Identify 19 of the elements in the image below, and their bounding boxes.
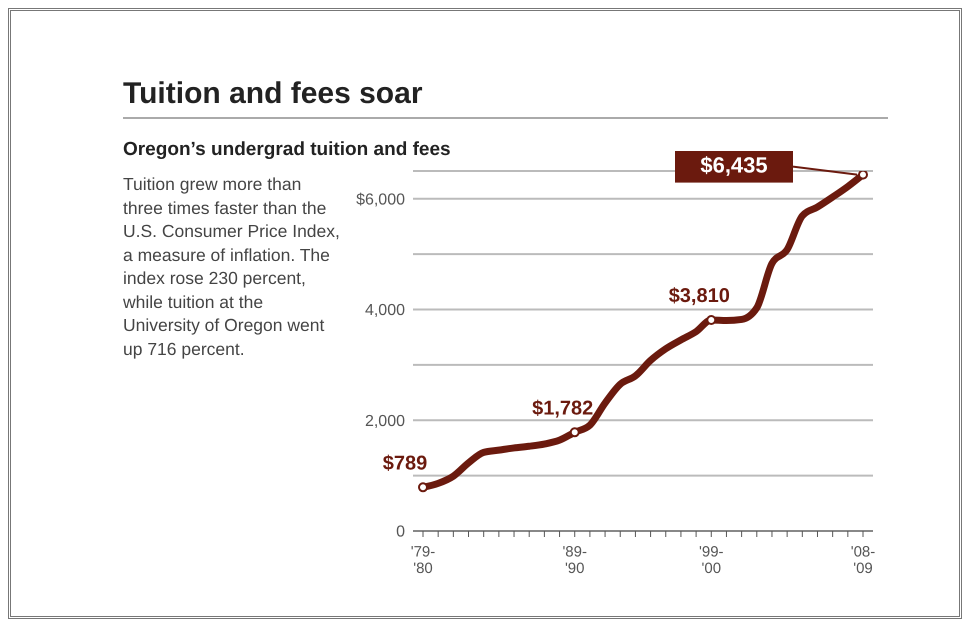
data-label: $3,810 xyxy=(668,284,730,307)
text: Tuition grew more than three times faster than the U.S. Consumer Price Index, a measure of inflation. The index rose 230 percent, while tuition at the University of Oregon went up 716 percent. xyxy=(123,173,341,361)
point xyxy=(418,482,428,492)
point xyxy=(706,314,716,325)
y-tick-label: $6,000 xyxy=(356,191,406,208)
x-tick-label: '89-'90 xyxy=(562,544,587,577)
point xyxy=(570,427,580,438)
y-tick-label: 2,000 xyxy=(364,412,406,430)
x-tick-label: '79-'80 xyxy=(410,544,436,577)
y-tick-label: 0 xyxy=(396,524,406,541)
y-tick-label: 4,000 xyxy=(364,302,406,320)
data-label: $6,435 xyxy=(700,152,768,178)
point xyxy=(858,171,868,180)
data-label: $1,782 xyxy=(532,397,594,420)
x-tick-label: '99-'00 xyxy=(699,544,724,577)
x-tick-label: '08-'09 xyxy=(850,544,876,577)
chart-title: Tuition and fees soar xyxy=(123,77,888,119)
chart-subtitle: Oregon’s undergrad tuition and fees xyxy=(123,139,451,161)
data-label: $789 xyxy=(382,452,428,474)
